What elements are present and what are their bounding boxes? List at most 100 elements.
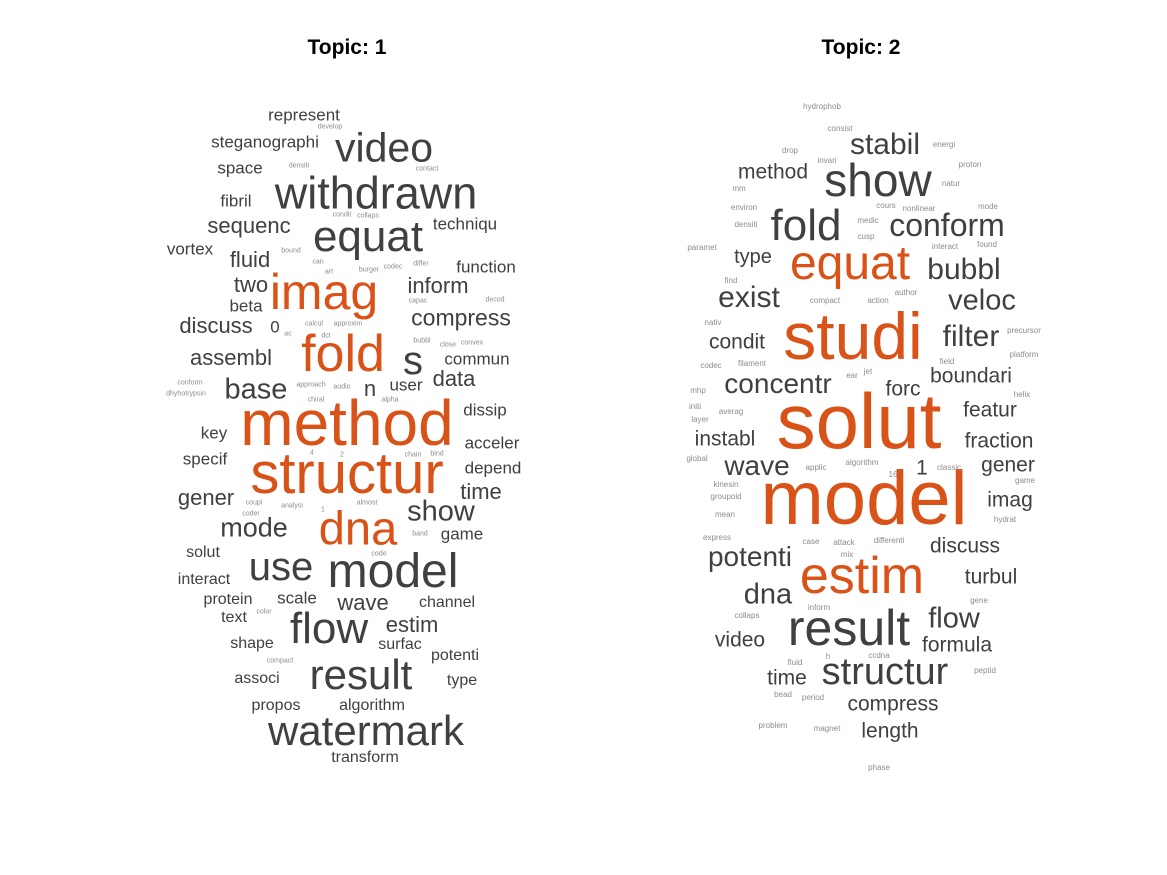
word-close: close [439,341,457,349]
word-inform: inform [807,603,831,612]
word-transform: transform [331,749,399,766]
word-time: time [767,666,807,690]
word-exist: exist [718,281,780,314]
topic-2-title: Topic: 2 [821,36,901,59]
word-invari: invari [817,156,837,165]
word-conform: conform [177,379,203,387]
word-method: method [737,160,809,184]
word-compress: compress [411,304,511,331]
word-mm: mm [732,184,746,193]
word-fold: fold [770,201,842,250]
word-algorithm: algorithm [845,458,879,467]
word-compact: compact [809,296,841,305]
word-game: game [440,524,484,544]
word-proton: proton [958,160,982,169]
word-imag: imag [269,264,379,320]
word-collaps: collaps [734,611,760,620]
word-inform: inform [407,273,469,298]
word-decod: decod [485,296,505,304]
word-sequenc: sequenc [207,213,291,238]
word-type: type [734,246,772,268]
word-compact: compact [266,657,294,665]
word-specif: specif [182,449,228,469]
word-video: video [714,628,766,652]
word-watermark: watermark [267,707,465,754]
word-text: text [221,609,247,626]
word-codec: codec [383,263,403,271]
word-nativ: nativ [704,318,722,327]
word-capac: capac [408,297,428,305]
word-mhp: mhp [690,386,706,395]
word-bind: bind [430,450,444,458]
word-result: result [787,600,911,656]
word-ccdna: ccdna [868,651,890,660]
word-platform: platform [1009,350,1039,359]
word-classic: classic [936,463,962,472]
word-represent: represent [268,105,340,125]
word-ear: ear [846,371,858,380]
word-steganographi: steganographi [211,132,319,152]
word-function: function [456,257,516,277]
word-precursor: precursor [1007,326,1041,335]
word-imag: imag [987,488,1033,512]
word-averag: averag [718,407,744,416]
word-h: h [825,652,831,661]
word-scale: scale [277,588,317,608]
word-cusp: cusp [857,232,875,241]
word-interact: interact [177,571,231,588]
word-filter: filter [942,320,1000,353]
word-fibril: fibril [220,191,252,211]
word-channel: channel [418,594,476,611]
word-code: code [371,550,387,558]
word-approach: approach [296,381,326,389]
word-condit: condit [708,330,766,354]
word-ac: ac [284,330,292,338]
word-dna: dna [318,501,398,555]
word-show: show [824,154,932,206]
word-case: case [802,537,820,546]
word-mix: mix [840,550,854,559]
word-analysi: analysi [281,502,303,510]
word-field: field [939,357,955,366]
word-4: 4 [310,449,314,457]
word-cours: cours [876,201,896,210]
word-phase: phase [868,763,890,772]
word-develop: develop [317,123,343,131]
word-consist: consist [827,124,853,133]
word-techniqu: techniqu [432,214,498,234]
word-discuss: discuss [179,313,253,338]
word-model: model [760,456,968,541]
word-dhyhotrypsin: dhyhotrypsin [166,390,206,398]
word-potenti: potenti [430,647,480,664]
word-potenti: potenti [707,541,793,572]
word-author: author [894,288,918,297]
word-compress: compress [847,692,939,716]
word-associ: associ [234,670,280,687]
word-assembl: assembl [190,345,272,370]
word-estim: estim [385,612,439,637]
word-beta: beta [229,296,263,316]
word-hydrophob: hydrophob [803,102,841,111]
word-two: two [233,272,269,297]
word-show: show [407,495,475,528]
word-express: express [702,533,732,542]
word-user: user [389,375,423,395]
word-jet: jet [863,367,873,376]
word-model: model [327,545,459,598]
word-convex: convex [460,339,484,347]
word-depend: depend [464,458,522,478]
word-found: found [976,240,998,249]
word-surfac: surfac [378,636,422,653]
word-chain: chain [404,451,422,459]
word-interact: interact [931,242,959,251]
word-method: method [240,387,454,459]
word-codec: codec [700,361,722,370]
word-find: find [724,276,738,285]
word-16: 16 [888,470,898,479]
word-action: action [867,296,889,305]
word-can: can [312,258,324,266]
word-densiti: densiti [734,220,758,229]
word-1: 1 [916,456,928,480]
word-art: art [324,268,334,276]
